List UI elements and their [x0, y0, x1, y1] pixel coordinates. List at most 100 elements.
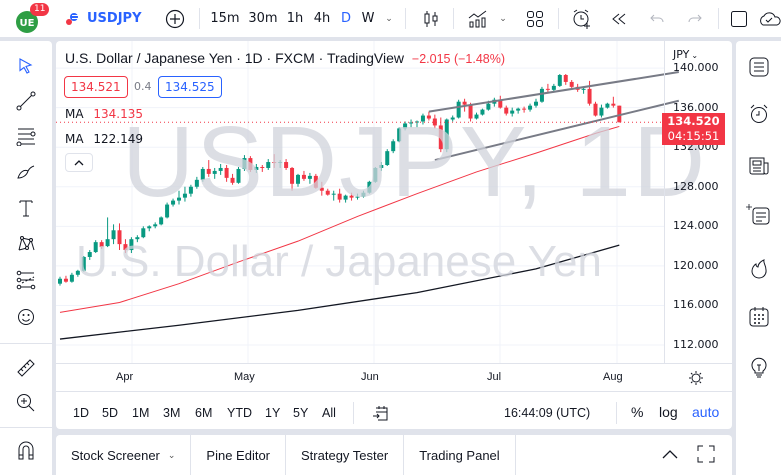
- drawing-toolbar: [0, 41, 52, 475]
- range-5y[interactable]: 5Y: [293, 406, 309, 420]
- price-change: −2.015 (−1.48%): [411, 52, 506, 66]
- ideas-stream-button[interactable]: [736, 197, 781, 233]
- ruler-icon: [17, 359, 35, 377]
- undo-button[interactable]: [644, 0, 670, 37]
- price-chart-canvas[interactable]: [56, 41, 732, 429]
- magnet-icon: [18, 441, 34, 460]
- news-button[interactable]: [736, 148, 781, 184]
- sell-price-button[interactable]: 134.521: [64, 76, 128, 98]
- tab-label: Stock Screener: [71, 447, 160, 463]
- watchlist-button[interactable]: [736, 49, 781, 85]
- range-3m[interactable]: 3M: [163, 406, 181, 420]
- undo-icon: [650, 14, 664, 22]
- range-all[interactable]: All: [322, 406, 336, 420]
- go-to-date-button[interactable]: [372, 404, 390, 426]
- divider: [558, 8, 559, 29]
- range-1y[interactable]: 1Y: [265, 406, 281, 420]
- avatar-logo-icon: UE: [16, 10, 38, 33]
- calendar-button[interactable]: [736, 299, 781, 335]
- save-cloud-button[interactable]: [757, 0, 781, 37]
- magnet-mode-tool[interactable]: [0, 434, 52, 468]
- newspaper-icon: [749, 157, 768, 175]
- utc-clock[interactable]: 16:44:09 (UTC): [504, 406, 591, 420]
- interval-1h[interactable]: 1h: [286, 11, 304, 26]
- right-widgetbar: [736, 41, 781, 475]
- fib-retracement-tool[interactable]: [0, 119, 52, 153]
- calendar-icon: [749, 307, 768, 327]
- layouts-button[interactable]: [522, 0, 548, 37]
- text-tool[interactable]: [0, 191, 52, 225]
- range-ytd[interactable]: YTD: [227, 406, 252, 420]
- log-scale-toggle[interactable]: log: [659, 404, 678, 420]
- bar-countdown: 04:15:51: [667, 129, 720, 143]
- divider: [616, 402, 617, 424]
- brush-tool[interactable]: [0, 154, 52, 188]
- currency-selector[interactable]: JPY ⌄: [673, 48, 698, 61]
- time-label-aug: Aug: [603, 371, 623, 383]
- chart-settings-button[interactable]: [688, 370, 704, 390]
- lightbulb-icon: [751, 357, 766, 378]
- percent-scale-toggle[interactable]: %: [631, 404, 644, 420]
- compare-add-symbol-button[interactable]: [162, 0, 188, 37]
- divider: [453, 8, 454, 29]
- buy-price-button[interactable]: 134.525: [158, 76, 222, 98]
- trend-line-tool[interactable]: [0, 84, 52, 118]
- range-6m[interactable]: 6M: [195, 406, 213, 420]
- interval-30m[interactable]: 30m: [248, 11, 278, 26]
- range-1m[interactable]: 1M: [132, 406, 150, 420]
- fullscreen-window-button[interactable]: [727, 0, 751, 37]
- zoom-in-tool[interactable]: [0, 386, 52, 420]
- ideas-button[interactable]: [736, 349, 781, 385]
- forecast-lines-icon: [16, 270, 36, 290]
- range-5d[interactable]: 5D: [102, 406, 118, 420]
- plus-circle-icon: [165, 9, 185, 28]
- divider: [0, 427, 52, 428]
- pattern-tool[interactable]: [0, 226, 52, 260]
- price-axis-border: [664, 41, 665, 363]
- tab-trading-panel[interactable]: Trading Panel: [404, 435, 516, 475]
- tab-strategy-tester[interactable]: Strategy Tester: [286, 435, 405, 475]
- cursor-tool[interactable]: [0, 49, 52, 83]
- range-1d[interactable]: 1D: [73, 406, 89, 420]
- ma-long-legend[interactable]: MA 122.149: [65, 132, 143, 146]
- ma-long-value: 122.149: [93, 132, 144, 146]
- symbol-search-button[interactable]: USDJPY: [64, 0, 144, 37]
- redo-button[interactable]: [682, 0, 708, 37]
- chart-type-candles-button[interactable]: [418, 0, 444, 37]
- zoom-in-magnifier-icon: [17, 394, 35, 412]
- ma-short-legend[interactable]: MA 134.135: [65, 107, 143, 121]
- collapse-legend-button[interactable]: [65, 153, 93, 172]
- indicators-dropdown-chevron-down-icon[interactable]: ⌄: [499, 13, 507, 24]
- grid-layout-icon: [527, 10, 543, 27]
- time-label-jul: Jul: [487, 371, 502, 383]
- interval-d[interactable]: D: [340, 11, 351, 26]
- divider: [199, 8, 200, 29]
- price-axis-label: 140.000: [673, 61, 719, 75]
- top-toolbar: UE 11 USDJPY 15m 30m 1h 4h D W ⌄ ⌄: [0, 0, 781, 37]
- hotlists-button[interactable]: [736, 251, 781, 287]
- chevron-down-icon: ⌄: [167, 449, 176, 460]
- fullscreen-corners-icon: [697, 445, 715, 463]
- redo-icon: [688, 14, 702, 22]
- interval-4h[interactable]: 4h: [313, 11, 331, 26]
- interval-dropdown-chevron-down-icon[interactable]: ⌄: [385, 13, 393, 24]
- bar-replay-button[interactable]: [606, 0, 632, 37]
- alerts-button[interactable]: [736, 96, 781, 132]
- interval-15m[interactable]: 15m: [210, 11, 240, 26]
- divider: [0, 343, 52, 344]
- interval-w[interactable]: W: [361, 11, 375, 26]
- create-alert-button[interactable]: [568, 0, 596, 37]
- time-label-jun: Jun: [361, 371, 379, 383]
- tab-pine-editor[interactable]: Pine Editor: [191, 435, 287, 475]
- indicators-button[interactable]: [465, 0, 491, 37]
- prediction-measurement-tool[interactable]: [0, 263, 52, 297]
- time-label-apr: Apr: [116, 371, 134, 383]
- user-avatar[interactable]: UE 11: [10, 0, 50, 37]
- tab-stock-screener[interactable]: Stock Screener ⌄: [56, 435, 192, 475]
- auto-scale-toggle[interactable]: auto: [692, 404, 720, 420]
- measure-tool[interactable]: [0, 351, 52, 385]
- expand-panel-button[interactable]: [661, 446, 679, 465]
- symbol-name: USDJPY: [87, 11, 142, 26]
- icons-tool[interactable]: [0, 300, 52, 334]
- maximize-panel-button[interactable]: [697, 445, 715, 467]
